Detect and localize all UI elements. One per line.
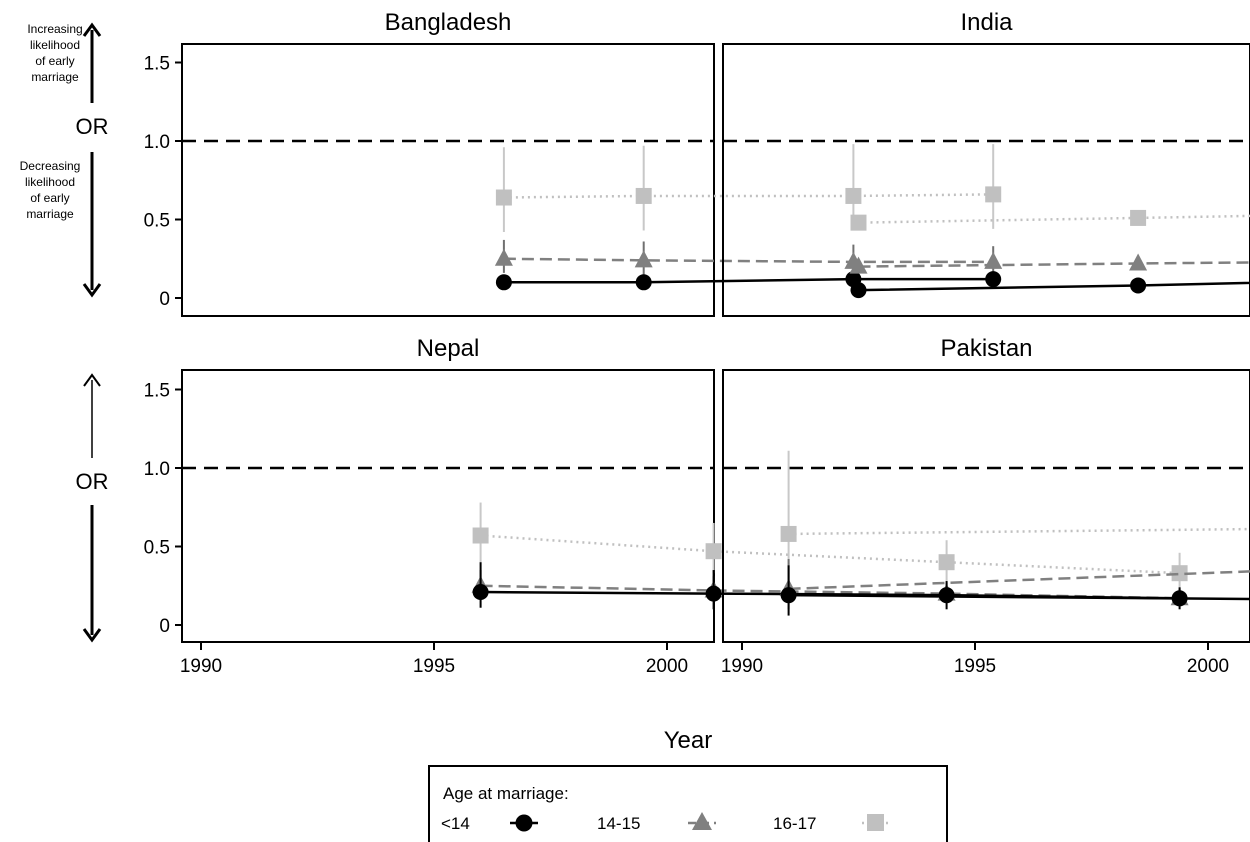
point-marker [635, 187, 652, 204]
point-marker [495, 274, 512, 291]
y-tick-label: 1.5 [144, 381, 170, 402]
note-decreasing-3: of early [30, 191, 69, 205]
series-16-17 [495, 144, 1002, 233]
point-marker [850, 214, 867, 231]
y-tick-label: 1.0 [144, 132, 170, 153]
legend-key-16-17 [862, 814, 890, 831]
point-marker [845, 187, 862, 204]
note-decreasing-2: likelihood [25, 175, 75, 189]
panel-title: Pakistan [940, 335, 1032, 362]
legend-label-14-15: 14-15 [597, 814, 640, 833]
panel-title: Nepal [417, 335, 480, 362]
panel-pakistan: Pakistan 1990 1995 2000 [721, 335, 1250, 677]
panel-frame [722, 43, 1250, 317]
panel-frame [181, 369, 715, 643]
x-tick-label: 1995 [413, 656, 455, 677]
panel-frame [722, 369, 1250, 643]
or-label-top: OR [76, 114, 109, 139]
legend: Age at marriage: <14 14-15 16-17 [428, 765, 948, 842]
point-marker [705, 585, 722, 602]
point-marker [705, 543, 722, 560]
series-line [788, 593, 1250, 601]
y-tick-label: 0 [159, 289, 170, 310]
series-16-17 [850, 209, 1250, 231]
point-marker [985, 271, 1002, 288]
legend-key-14-15 [688, 812, 716, 830]
arrow-up-icon [83, 373, 101, 458]
point-marker [938, 587, 955, 604]
legend-box [428, 765, 948, 842]
x-tick-label: 1995 [954, 656, 996, 677]
legend-key-lt14 [510, 814, 538, 832]
arrow-down-icon [82, 505, 102, 643]
series-line [503, 277, 994, 284]
point-marker [1129, 253, 1148, 271]
panel-frame [181, 43, 715, 317]
note-decreasing-4: marriage [26, 207, 74, 221]
point-marker [780, 525, 797, 542]
point-marker [849, 256, 868, 274]
point-marker [1130, 209, 1147, 226]
legend-title: Age at marriage: [443, 784, 569, 803]
series-14-15 [494, 239, 1003, 275]
y-tick-label: 0.5 [144, 211, 170, 232]
note-decreasing-1: Decreasing [20, 159, 81, 173]
or-label-bottom: OR [76, 469, 109, 494]
series-line [503, 193, 994, 199]
annotation-top: Increasing likelihood of early marriage … [20, 22, 109, 298]
note-increasing-4: marriage [31, 70, 79, 84]
x-tick-label: 2000 [1187, 656, 1229, 677]
panel-india: India [722, 9, 1250, 317]
point-marker [1130, 277, 1147, 294]
note-increasing-3: of early [35, 54, 74, 68]
point-marker [938, 554, 955, 571]
series-14 [780, 565, 1250, 616]
point-marker [472, 527, 489, 544]
panel-nepal: Nepal 0 0.5 1.0 1.5 1990 1995 2000 [144, 335, 1189, 677]
y-tick-label: 0 [159, 616, 170, 637]
series-line [480, 534, 1180, 575]
legend-label-16-17: 16-17 [773, 814, 816, 833]
x-tick-label: 2000 [646, 656, 688, 677]
x-tick-label: 1990 [180, 656, 222, 677]
point-marker [495, 189, 512, 206]
point-marker [1171, 565, 1188, 582]
point-marker [494, 248, 513, 266]
series-line [503, 257, 994, 264]
panel-title: India [960, 9, 1013, 36]
point-marker [472, 584, 489, 601]
point-marker [850, 282, 867, 299]
series-14-15 [849, 253, 1250, 274]
panel-title: Bangladesh [385, 9, 512, 36]
panel-bangladesh: Bangladesh 0 0.5 1.0 1.5 [144, 9, 1003, 317]
series-line [788, 527, 1250, 536]
series-line [858, 214, 1250, 224]
y-tick-label: 0.5 [144, 538, 170, 559]
arrow-down-icon [82, 152, 102, 298]
y-tick-label: 1.5 [144, 54, 170, 75]
series-line [858, 261, 1250, 268]
annotation-bottom: OR [76, 373, 109, 643]
point-marker [985, 186, 1002, 203]
series-14 [850, 277, 1250, 299]
note-increasing-1: Increasing [27, 22, 82, 36]
point-marker [634, 250, 653, 268]
legend-label-lt14: <14 [441, 814, 470, 833]
series-16-17 [472, 502, 1188, 591]
note-increasing-2: likelihood [30, 38, 80, 52]
series-14 [495, 271, 1002, 291]
arrow-up-icon [82, 22, 102, 103]
x-tick-label: 1990 [721, 656, 763, 677]
point-marker [635, 274, 652, 291]
point-marker [780, 587, 797, 604]
y-tick-label: 1.0 [144, 459, 170, 480]
x-axis-title: Year [664, 727, 713, 754]
